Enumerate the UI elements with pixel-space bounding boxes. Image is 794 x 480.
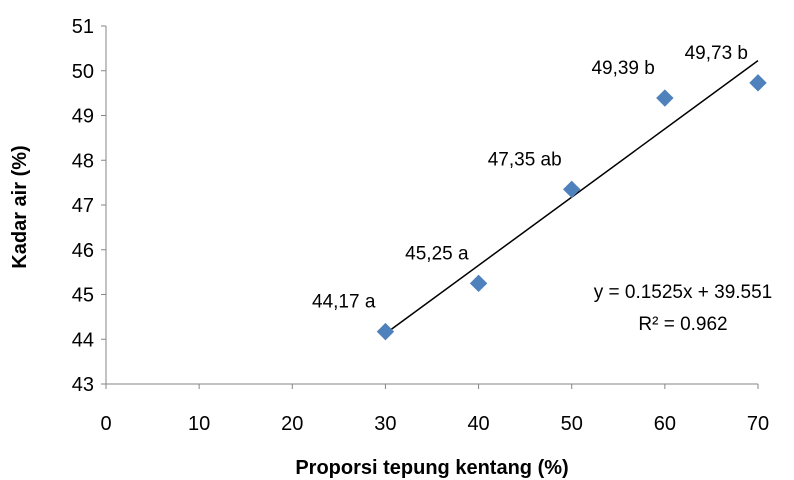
- x-axis-title: Proporsi tepung kentang (%): [295, 457, 568, 479]
- y-tick-label: 43: [72, 374, 94, 396]
- x-tick-label: 10: [188, 413, 210, 435]
- data-points: [376, 74, 767, 341]
- trendline-equation: y = 0.1525x + 39.551: [594, 282, 773, 303]
- x-tick-label: 40: [467, 413, 489, 435]
- y-tick-label: 47: [72, 195, 94, 217]
- y-tick-label: 45: [72, 285, 94, 307]
- y-tick-label: 51: [72, 16, 94, 38]
- data-point-marker: [563, 180, 581, 199]
- x-tick-label: 20: [281, 413, 303, 435]
- y-tick-label: 48: [72, 150, 94, 172]
- x-tick-label: 30: [374, 413, 396, 435]
- y-axis-ticks: 43 44 45 46 47 48 49 50 51: [72, 16, 106, 396]
- x-tick-label: 0: [100, 413, 111, 435]
- trendline-r-squared: R² = 0.962: [638, 314, 727, 335]
- y-tick-label: 44: [72, 329, 94, 351]
- data-point-label: 47,35 ab: [488, 149, 562, 170]
- data-point-marker: [656, 89, 674, 107]
- data-point-label: 44,17 a: [312, 292, 376, 313]
- y-tick-label: 49: [72, 106, 94, 128]
- data-point-label: 49,39 b: [591, 58, 654, 79]
- data-labels: 44,17 a 45,25 a 47,35 ab 49,39 b 49,73 b: [312, 43, 748, 313]
- data-point-marker: [376, 322, 395, 341]
- y-axis-title: Kadar air (%): [9, 145, 31, 268]
- data-point-marker: [749, 74, 767, 92]
- data-point-label: 45,25 a: [405, 243, 469, 264]
- y-tick-label: 50: [72, 61, 94, 83]
- x-tick-label: 70: [747, 413, 769, 435]
- x-axis-ticks: 0 10 20 30 40 50 60 70: [100, 384, 769, 435]
- data-point-marker: [469, 274, 488, 293]
- x-tick-label: 60: [654, 413, 676, 435]
- x-tick-label: 50: [561, 413, 583, 435]
- y-tick-label: 46: [72, 240, 94, 262]
- data-point-label: 49,73 b: [685, 43, 748, 64]
